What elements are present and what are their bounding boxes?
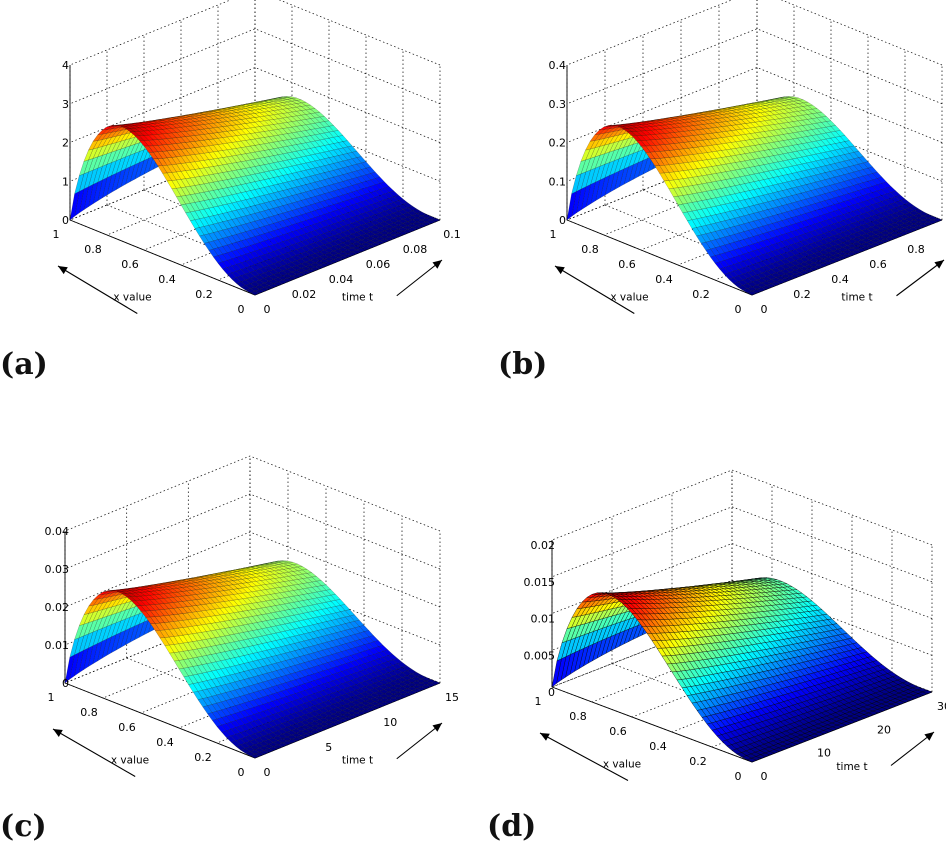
surface-panel-c: (c) 00.010.020.030.0400.20.40.60.8105101…: [0, 455, 459, 841]
grid-line: [106, 204, 293, 281]
z-tick-label: 0: [62, 677, 69, 690]
grid-line: [604, 204, 791, 281]
x-tick-label: 0.2: [692, 288, 710, 301]
x-direction-arrow: [52, 728, 136, 777]
t-tick-label: 0.06: [366, 258, 391, 271]
t-direction-arrow-head: [934, 260, 944, 269]
t-tick-label: 0.2: [793, 288, 811, 301]
x-tick-label: 0.2: [195, 288, 213, 301]
z-tick-label: 4: [62, 59, 69, 72]
t-tick-label: 0: [264, 766, 271, 779]
z-tick-label: 1: [62, 175, 69, 188]
surface-panel-b: (b) 00.10.20.30.400.20.40.60.8100.20.40.…: [498, 0, 945, 382]
z-tick-label: 0.04: [45, 525, 70, 538]
z-tick-label: 0.02: [45, 601, 70, 614]
x-axis-label: x value: [111, 755, 149, 767]
panel-label-d: (d): [487, 809, 536, 841]
x-tick-label: 0: [238, 303, 245, 316]
t-tick-label: 5: [325, 741, 332, 754]
grid-line: [69, 28, 441, 105]
t-tick-label: 0: [761, 303, 768, 316]
t-tick-label: 0.04: [329, 273, 354, 286]
t-tick-label: 0.02: [292, 288, 317, 301]
z-tick-label: 0.1: [549, 175, 567, 188]
t-tick-label: 15: [445, 691, 459, 704]
x-tick-label: 0.6: [121, 258, 139, 271]
surface-panel-d: (d) 00.0050.010.0150.0200.20.40.60.81010…: [487, 469, 946, 841]
x-tick-label: 1: [53, 228, 60, 241]
panel-label-a: (a): [0, 347, 48, 382]
t-tick-label: 0.08: [403, 243, 428, 256]
x-tick-label: 0: [735, 303, 742, 316]
z-tick-label: 0: [62, 214, 69, 227]
t-direction-arrow-head: [432, 723, 442, 732]
x-tick-label: 0.4: [655, 273, 673, 286]
grid-line: [566, 28, 943, 105]
x-tick-label: 1: [550, 228, 557, 241]
x-tick-label: 0.8: [84, 243, 102, 256]
panel-label-c: (c): [0, 809, 47, 841]
x-tick-label: 0.8: [80, 706, 98, 719]
grid-line: [69, 0, 441, 66]
x-direction-arrow: [57, 265, 138, 314]
z-tick-label: 0.2: [549, 137, 567, 150]
z-tick-label: 0.3: [549, 98, 567, 111]
t-tick-label: 0.6: [869, 258, 887, 271]
x-tick-label: 1: [48, 691, 55, 704]
surface: [566, 96, 943, 296]
surface-patch: [250, 290, 260, 296]
x-direction-arrow-head: [53, 729, 63, 737]
t-direction-arrow-head: [432, 260, 442, 269]
grid-line: [566, 0, 943, 66]
t-axis-label: time t: [841, 292, 872, 304]
t-tick-label: 10: [383, 716, 397, 729]
surface: [69, 96, 441, 296]
t-axis-label: time t: [342, 755, 373, 767]
t-tick-label: 0.4: [831, 273, 849, 286]
x-direction-arrow-head: [58, 266, 68, 275]
grid-line: [69, 67, 441, 143]
grid-line: [64, 455, 441, 532]
z-tick-label: 0.4: [549, 59, 567, 72]
t-direction-arrow: [396, 259, 443, 297]
t-tick-label: 0.1: [443, 228, 461, 241]
t-tick-label: 0.8: [907, 243, 925, 256]
t-axis-label: time t: [342, 292, 373, 304]
z-tick-label: 0: [559, 214, 566, 227]
panel-label-b: (b): [498, 347, 547, 382]
x-axis-label: x value: [610, 292, 648, 304]
grid-line: [551, 469, 933, 546]
z-tick-label: 2: [62, 137, 69, 150]
z-tick-label: 0.01: [45, 639, 70, 652]
grid-line: [551, 506, 933, 583]
grid-line: [642, 189, 829, 266]
x-tick-label: 0.4: [156, 736, 174, 749]
x-direction-arrow-head: [555, 266, 565, 275]
grid-line: [69, 144, 441, 221]
x-tick-label: 0.2: [194, 751, 212, 764]
t-tick-label: 0: [264, 303, 271, 316]
x-tick-label: 0.8: [581, 243, 599, 256]
z-tick-label: 3: [62, 98, 69, 111]
grid-line: [64, 493, 441, 570]
x-direction-arrow: [554, 265, 635, 314]
x-tick-label: 0.4: [158, 273, 176, 286]
x-tick-label: 0: [238, 766, 245, 779]
x-axis-label: x value: [113, 292, 151, 304]
x-tick-label: 0.6: [118, 721, 136, 734]
x-tick-label: 0.6: [618, 258, 636, 271]
z-tick-label: 0.03: [45, 563, 70, 576]
grid-line: [143, 189, 330, 266]
surface-panel-a: (a) 0123400.20.40.60.8100.020.040.060.08…: [0, 0, 461, 382]
